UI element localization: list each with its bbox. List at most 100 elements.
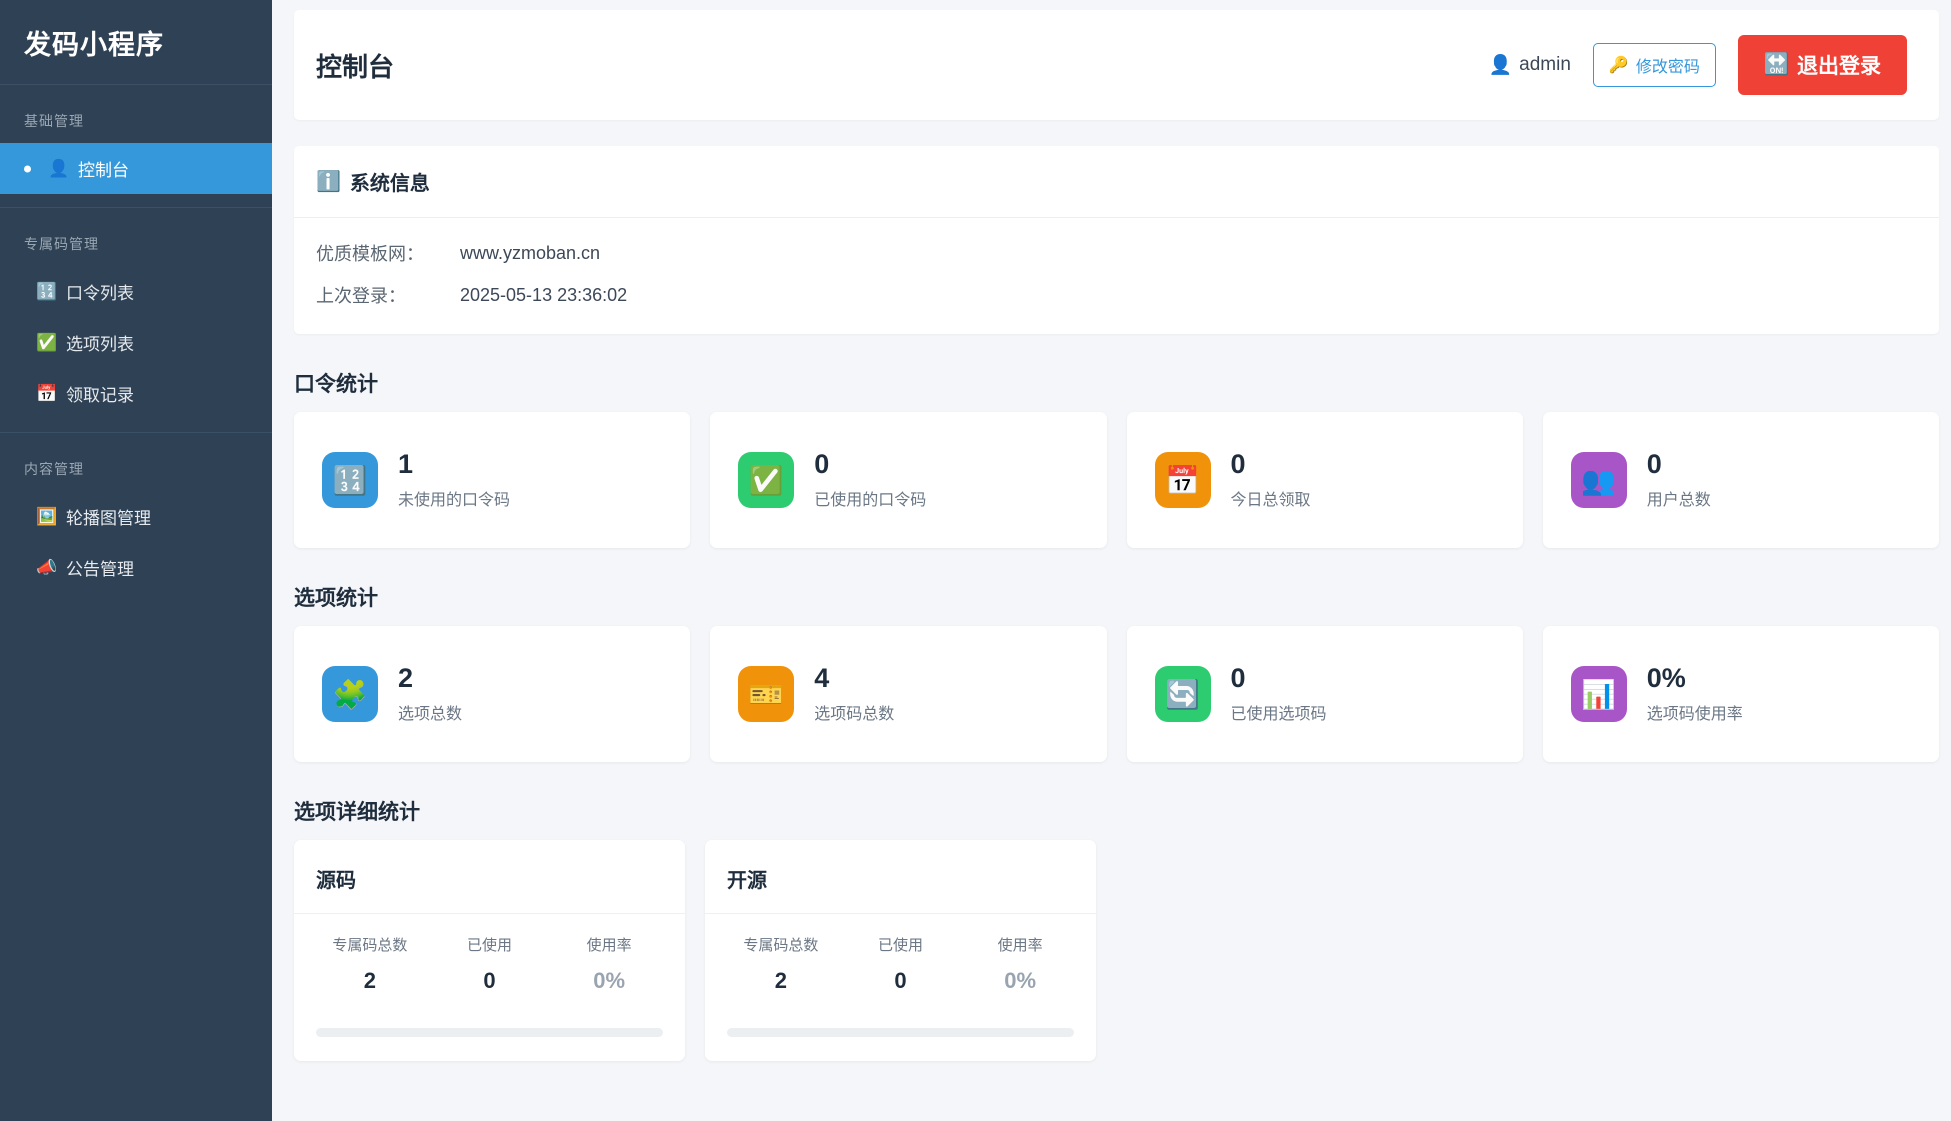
metric-label: 已使用 — [878, 937, 924, 954]
icon-glyph: 🔄 — [1165, 678, 1200, 710]
stat-label: 已使用选项码 — [1230, 705, 1327, 723]
page-header: 控制台 👤 admin 🔑 修改密码 🔛 退出登录 — [294, 10, 1939, 120]
refresh-icon: 🔄 — [1154, 666, 1211, 722]
metric-label: 使用率 — [586, 937, 632, 954]
change-password-button[interactable]: 🔑 修改密码 — [1592, 43, 1716, 87]
brand: 发码小程序 — [0, 0, 272, 85]
megaphone-icon: 📣 — [36, 558, 58, 577]
stat-text: 0% 选项码使用率 — [1646, 663, 1743, 724]
sidebar-item-option-list[interactable]: ✅ 选项列表 — [0, 317, 272, 368]
metric-total: 专属码总数 2 — [721, 934, 841, 994]
stat-value: 0 — [814, 449, 830, 480]
info-label: 优质模板网： — [316, 244, 424, 264]
usage-progress-bar — [316, 1028, 663, 1037]
sidebar-item-label: 选项列表 — [66, 335, 134, 354]
stat-label: 已使用的口令码 — [814, 491, 927, 509]
stat-card[interactable]: 📅 0 今日总领取 — [1126, 412, 1523, 548]
stat-card[interactable]: 🔄 0 已使用选项码 — [1126, 626, 1523, 762]
calendar-icon: 📅 — [36, 384, 58, 403]
sidebar-item-label: 轮播图管理 — [66, 509, 151, 528]
puzzle-icon: 🧩 — [322, 666, 378, 722]
icon-glyph: 🎫 — [748, 678, 784, 710]
option-detail-row: 源码 专属码总数 2 已使用 0 使用率 0% — [272, 840, 1951, 1061]
stat-text: 0 用户总数 — [1646, 449, 1711, 510]
password-stats-row: 🔢 1 未使用的口令码 ✅ 0 已使用的口令码 📅 0 今日总领取 — [272, 412, 1951, 548]
metric-value: 0% — [1004, 968, 1037, 993]
sidebar-divider — [0, 432, 272, 433]
info-label: 上次登录： — [316, 286, 406, 306]
header-actions: 👤 admin 🔑 修改密码 🔛 退出登录 — [1488, 35, 1907, 95]
stat-value: 0 — [1230, 449, 1246, 480]
system-info-body: 优质模板网： www.yzmoban.cn 上次登录： 2025-05-13 2… — [294, 218, 1939, 334]
stat-card[interactable]: 📊 0% 选项码使用率 — [1542, 626, 1939, 762]
stat-text: 0 已使用选项码 — [1230, 663, 1327, 724]
stat-value: 0 — [1646, 449, 1662, 480]
stat-card[interactable]: 🎫 4 选项码总数 — [710, 626, 1107, 762]
stat-card[interactable]: 🧩 2 选项总数 — [294, 626, 691, 762]
nav-group-basic: 基础管理 👤 控制台 — [0, 85, 272, 194]
nav-group-label: 基础管理 — [24, 113, 84, 129]
metric-value: 0 — [894, 968, 907, 993]
stat-value: 4 — [814, 663, 830, 694]
sidebar-item-claim-records[interactable]: 📅 领取记录 — [0, 368, 272, 419]
icon-glyph: 🔢 — [332, 464, 368, 496]
stat-card[interactable]: ✅ 0 已使用的口令码 — [710, 412, 1107, 548]
sidebar-item-carousel[interactable]: 🖼️ 轮播图管理 — [0, 491, 272, 542]
option-stats-row: 🧩 2 选项总数 🎫 4 选项码总数 🔄 0 已使用选项码 — [272, 626, 1951, 762]
image-icon: 🖼️ — [36, 507, 58, 526]
stat-card[interactable]: 👥 0 用户总数 — [1542, 412, 1939, 548]
icon-glyph: 🧩 — [332, 678, 368, 710]
info-value: www.yzmoban.cn — [460, 242, 601, 263]
info-row-template-site: 优质模板网： www.yzmoban.cn — [316, 240, 1917, 266]
section-title-password-stats: 口令统计 — [294, 373, 378, 396]
info-row-last-login: 上次登录： 2025-05-13 23:36:02 — [316, 282, 1917, 308]
change-password-label: 修改密码 — [1635, 59, 1700, 76]
metric-used: 已使用 0 — [841, 934, 961, 994]
metric-total: 专属码总数 2 — [310, 934, 430, 994]
user-icon: 👤 — [1488, 55, 1513, 76]
stat-text: 1 未使用的口令码 — [398, 449, 510, 510]
stat-card[interactable]: 🔢 1 未使用的口令码 — [294, 412, 691, 548]
sidebar-nav: 基础管理 👤 控制台 专属码管理 🔢 口令列表 ✅ 选项列表 — [0, 85, 272, 593]
icon-glyph: 📊 — [1581, 678, 1617, 710]
metric-label: 使用率 — [997, 937, 1043, 954]
info-icon: ℹ️ — [316, 171, 341, 193]
detail-card[interactable]: 源码 专属码总数 2 已使用 0 使用率 0% — [294, 840, 685, 1061]
info-value: 2025-05-13 23:36:02 — [460, 284, 628, 305]
usage-progress-bar — [727, 1028, 1074, 1037]
metric-used: 已使用 0 — [430, 934, 550, 994]
metric-label: 专属码总数 — [332, 937, 408, 954]
check-icon: ✅ — [36, 333, 58, 352]
nav-group-codes: 专属码管理 🔢 口令列表 ✅ 选项列表 📅 领取记录 — [0, 208, 272, 419]
sidebar: 发码小程序 基础管理 👤 控制台 专属码管理 🔢 口令列表 ✅ — [0, 0, 272, 1121]
detail-metrics: 专属码总数 2 已使用 0 使用率 0% — [294, 914, 685, 1002]
detail-card[interactable]: 开源 专属码总数 2 已使用 0 使用率 0% — [705, 840, 1096, 1061]
icon-glyph: 📅 — [1165, 464, 1200, 496]
stat-label: 选项码总数 — [814, 705, 895, 723]
stat-value: 0% — [1646, 663, 1686, 694]
stat-text: 0 今日总领取 — [1230, 449, 1311, 510]
sidebar-item-password-list[interactable]: 🔢 口令列表 — [0, 266, 272, 317]
sidebar-divider — [0, 207, 272, 208]
user-box: 👤 admin — [1488, 53, 1570, 77]
stat-label: 选项码使用率 — [1646, 705, 1743, 723]
numbers-icon: 🔢 — [322, 452, 378, 508]
users-icon: 👥 — [1570, 452, 1627, 508]
stat-text: 4 选项码总数 — [814, 663, 895, 724]
metric-label: 已使用 — [467, 937, 513, 954]
main-content: 控制台 👤 admin 🔑 修改密码 🔛 退出登录 ℹ️ 系统信息 — [272, 0, 1951, 1121]
ticket-icon: 🎫 — [738, 666, 795, 722]
system-info-title: 系统信息 — [349, 173, 430, 195]
sidebar-item-console[interactable]: 👤 控制台 — [0, 143, 272, 194]
check-icon: ✅ — [738, 452, 795, 508]
logout-button[interactable]: 🔛 退出登录 — [1737, 35, 1907, 95]
sidebar-item-label: 公告管理 — [66, 560, 134, 579]
nav-group-label: 专属码管理 — [24, 236, 99, 252]
metric-rate: 使用率 0% — [549, 934, 669, 994]
sidebar-item-announcement[interactable]: 📣 公告管理 — [0, 542, 272, 593]
sidebar-item-label: 领取记录 — [66, 386, 134, 405]
metric-value: 2 — [774, 968, 787, 993]
stat-value: 2 — [398, 663, 414, 694]
stat-label: 选项总数 — [398, 705, 463, 723]
